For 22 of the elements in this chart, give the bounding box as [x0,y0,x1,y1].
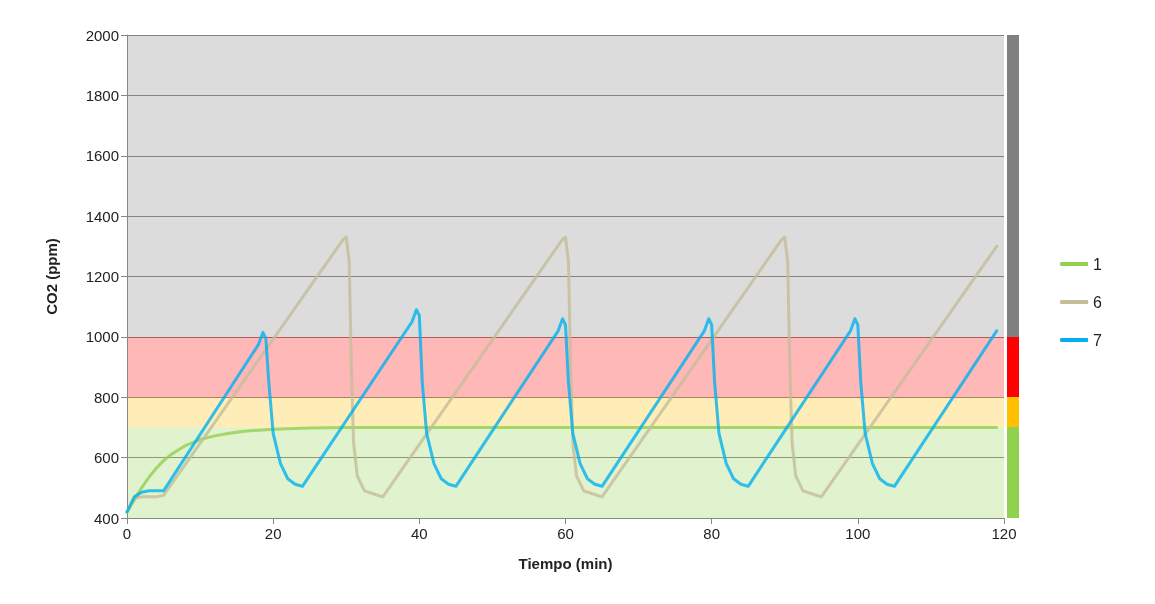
y-tick-label: 1000 [85,328,119,346]
x-tick-label: 60 [557,525,574,542]
x-tick-label: 0 [122,525,132,542]
legend-label: 1 [1093,255,1103,273]
x-tick-label: 40 [410,525,428,542]
legend-label: 7 [1093,331,1103,349]
y-tick-label: 600 [93,449,119,467]
x-tick-label: 100 [845,525,871,542]
x-tick-label: 20 [264,525,282,542]
y-tick-label: 1800 [85,86,119,104]
x-tick-label: 80 [703,525,721,542]
y-axis-title: CO2 (ppm) [43,238,60,315]
y-tick-label: 1200 [85,268,119,285]
y-tick-label: 1600 [85,147,119,165]
y-tick-label: 2000 [85,26,119,44]
y-tick-label: 1400 [85,207,119,225]
y-tick-label: 400 [93,509,119,527]
y-tick-label: 800 [93,388,119,406]
line-series [125,308,999,514]
legend-label: 6 [1093,293,1103,311]
x-axis-title: Tiempo (min) [518,555,613,572]
x-tick-label: 120 [991,525,1017,542]
